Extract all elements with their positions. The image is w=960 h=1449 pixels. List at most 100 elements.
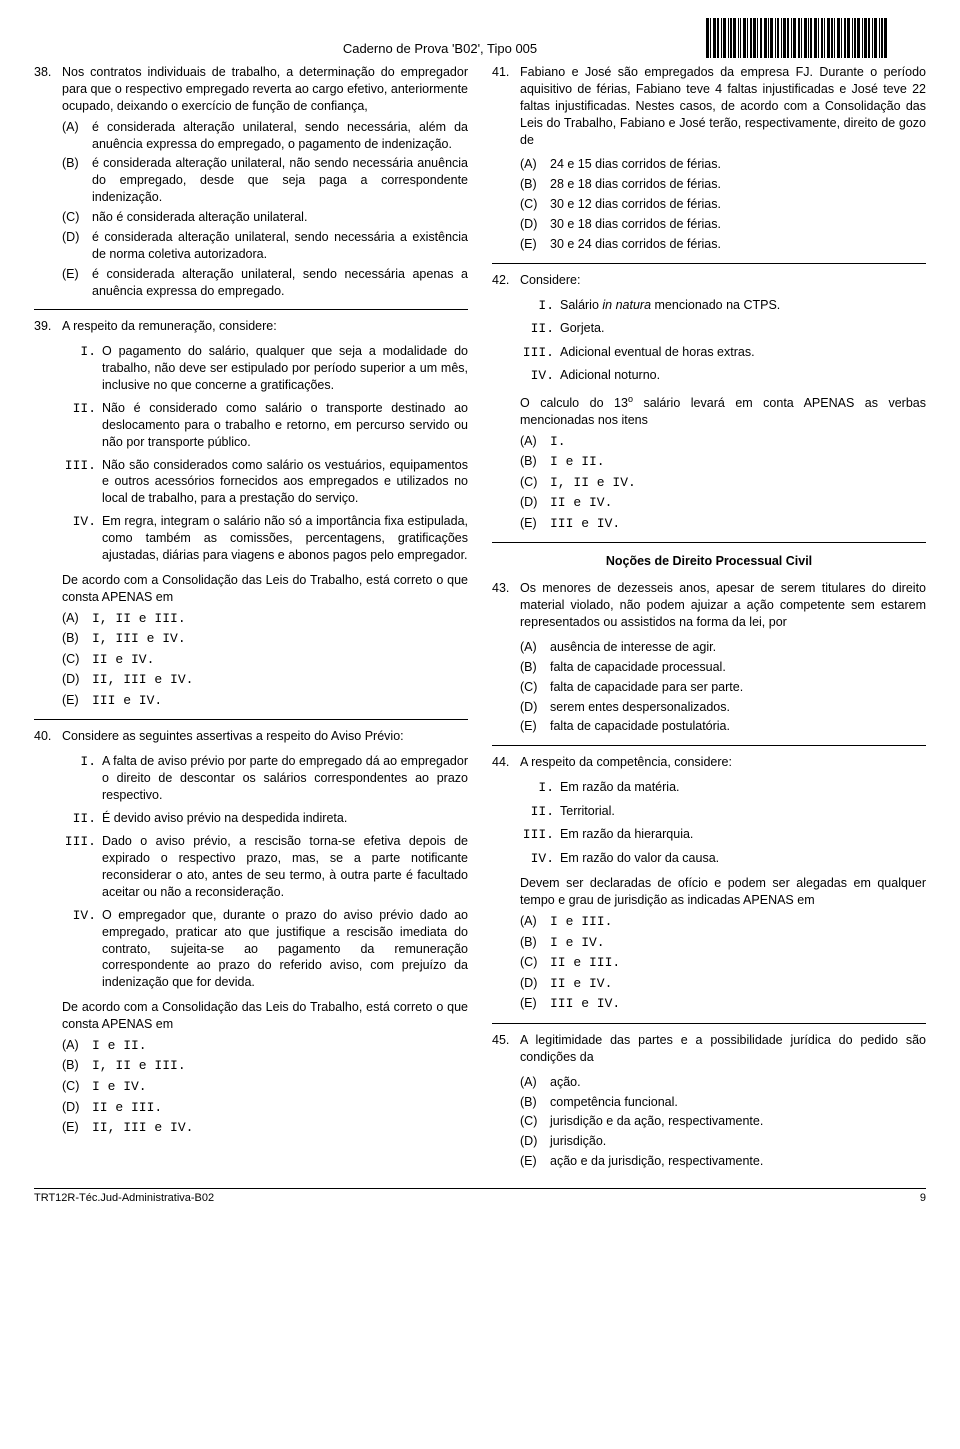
- roman-text: Salário in natura mencionado na CTPS.: [560, 297, 926, 315]
- option-text: I e IV.: [92, 1078, 468, 1096]
- roman-text: Em razão do valor da causa.: [560, 850, 926, 868]
- page-header: Caderno de Prova 'B02', Tipo 005: [34, 18, 926, 58]
- roman-text: O pagamento do salário, qualquer que sej…: [102, 343, 468, 394]
- roman-numeral: III.: [62, 457, 102, 508]
- option-letter: (B): [62, 630, 92, 648]
- option-letter: (C): [62, 209, 92, 226]
- divider: [492, 263, 926, 264]
- option-text: 24 e 15 dias corridos de férias.: [550, 156, 926, 173]
- option-letter: (A): [520, 156, 550, 173]
- option-text: falta de capacidade para ser parte.: [550, 679, 926, 696]
- option-letter: (A): [520, 1074, 550, 1091]
- question-number: 40.: [34, 728, 62, 1136]
- roman-numeral: I.: [520, 297, 560, 315]
- option-letter: (E): [520, 236, 550, 253]
- question-number: 44.: [492, 754, 520, 1013]
- option-text: II, III e IV.: [92, 671, 468, 689]
- question-number: 43.: [492, 580, 520, 735]
- option-letter: (C): [520, 474, 550, 492]
- option-letter: (E): [520, 995, 550, 1013]
- option-text: I e IV.: [550, 934, 926, 952]
- roman-numeral: I.: [520, 779, 560, 797]
- question-stem: A respeito da remuneração, considere:: [62, 318, 468, 335]
- roman-numeral: IV.: [520, 850, 560, 868]
- option-text: é considerada alteração unilateral, send…: [92, 119, 468, 153]
- page-footer: TRT12R-Téc.Jud-Administrativa-B02 9: [34, 1188, 926, 1206]
- roman-numeral: IV.: [62, 907, 102, 991]
- question-41: 41. Fabiano e José são empregados da emp…: [492, 64, 926, 253]
- option-text: jurisdição e da ação, respectivamente.: [550, 1113, 926, 1130]
- option-letter: (E): [520, 1153, 550, 1170]
- option-letter: (B): [520, 453, 550, 471]
- option-text: 30 e 12 dias corridos de férias.: [550, 196, 926, 213]
- question-42: 42. Considere: I.Salário in natura menci…: [492, 272, 926, 533]
- roman-numeral: II.: [520, 803, 560, 821]
- question-stem: Fabiano e José são empregados da empresa…: [520, 64, 926, 148]
- roman-numeral: III.: [520, 344, 560, 362]
- option-letter: (A): [62, 610, 92, 628]
- roman-text: A falta de aviso prévio por parte do emp…: [102, 753, 468, 804]
- roman-text: É devido aviso prévio na despedida indir…: [102, 810, 468, 828]
- option-letter: (B): [62, 1057, 92, 1075]
- option-text: III e IV.: [550, 515, 926, 533]
- option-letter: (D): [520, 1133, 550, 1150]
- option-letter: (A): [62, 1037, 92, 1055]
- option-letter: (D): [62, 671, 92, 689]
- option-text: jurisdição.: [550, 1133, 926, 1150]
- question-39: 39. A respeito da remuneração, considere…: [34, 318, 468, 709]
- option-letter: (E): [520, 515, 550, 533]
- question-38: 38. Nos contratos individuais de trabalh…: [34, 64, 468, 299]
- question-lead: Devem ser declaradas de ofício e podem s…: [520, 875, 926, 909]
- option-text: I e III.: [550, 913, 926, 931]
- option-text: I, II e IV.: [550, 474, 926, 492]
- option-letter: (B): [520, 176, 550, 193]
- footer-left: TRT12R-Téc.Jud-Administrativa-B02: [34, 1191, 214, 1206]
- roman-numeral: III.: [520, 826, 560, 844]
- option-text: III e IV.: [550, 995, 926, 1013]
- option-text: ausência de interesse de agir.: [550, 639, 926, 656]
- section-heading: Noções de Direito Processual Civil: [492, 553, 926, 570]
- question-40: 40. Considere as seguintes assertivas a …: [34, 728, 468, 1136]
- roman-text: Não são considerados como salário os ves…: [102, 457, 468, 508]
- question-number: 42.: [492, 272, 520, 533]
- option-text: I.: [550, 433, 926, 451]
- question-lead: De acordo com a Consolidação das Leis do…: [62, 572, 468, 606]
- option-text: é considerada alteração unilateral, send…: [92, 229, 468, 263]
- roman-text: O empregador que, durante o prazo do avi…: [102, 907, 468, 991]
- option-letter: (C): [520, 954, 550, 972]
- roman-text: Dado o aviso prévio, a rescisão torna-se…: [102, 833, 468, 901]
- option-text: 30 e 24 dias corridos de férias.: [550, 236, 926, 253]
- divider: [34, 719, 468, 720]
- option-letter: (E): [62, 1119, 92, 1137]
- question-stem: Considere as seguintes assertivas a resp…: [62, 728, 468, 745]
- option-letter: (D): [62, 1099, 92, 1117]
- option-letter: (B): [520, 934, 550, 952]
- option-text: ação e da jurisdição, respectivamente.: [550, 1153, 926, 1170]
- option-text: competência funcional.: [550, 1094, 926, 1111]
- option-text: 28 e 18 dias corridos de férias.: [550, 176, 926, 193]
- roman-text: Em regra, integram o salário não só a im…: [102, 513, 468, 564]
- question-number: 39.: [34, 318, 62, 709]
- question-stem: Os menores de dezesseis anos, apesar de …: [520, 580, 926, 631]
- question-44: 44. A respeito da competência, considere…: [492, 754, 926, 1013]
- option-text: não é considerada alteração unilateral.: [92, 209, 468, 226]
- option-text: II e IV.: [92, 651, 468, 669]
- option-letter: (C): [520, 679, 550, 696]
- option-text: é considerada alteração unilateral, não …: [92, 155, 468, 206]
- question-number: 38.: [34, 64, 62, 299]
- option-letter: (D): [520, 975, 550, 993]
- question-45: 45. A legitimidade das partes e a possib…: [492, 1032, 926, 1170]
- roman-text: Não é considerado como salário o transpo…: [102, 400, 468, 451]
- option-letter: (C): [62, 1078, 92, 1096]
- divider: [492, 542, 926, 543]
- option-text: I e II.: [92, 1037, 468, 1055]
- roman-text: Territorial.: [560, 803, 926, 821]
- option-letter: (D): [520, 216, 550, 233]
- question-number: 41.: [492, 64, 520, 253]
- question-stem: Nos contratos individuais de trabalho, a…: [62, 64, 468, 115]
- option-letter: (B): [62, 155, 92, 206]
- option-text: I, III e IV.: [92, 630, 468, 648]
- roman-text: Adicional noturno.: [560, 367, 926, 385]
- question-number: 45.: [492, 1032, 520, 1170]
- option-letter: (A): [520, 913, 550, 931]
